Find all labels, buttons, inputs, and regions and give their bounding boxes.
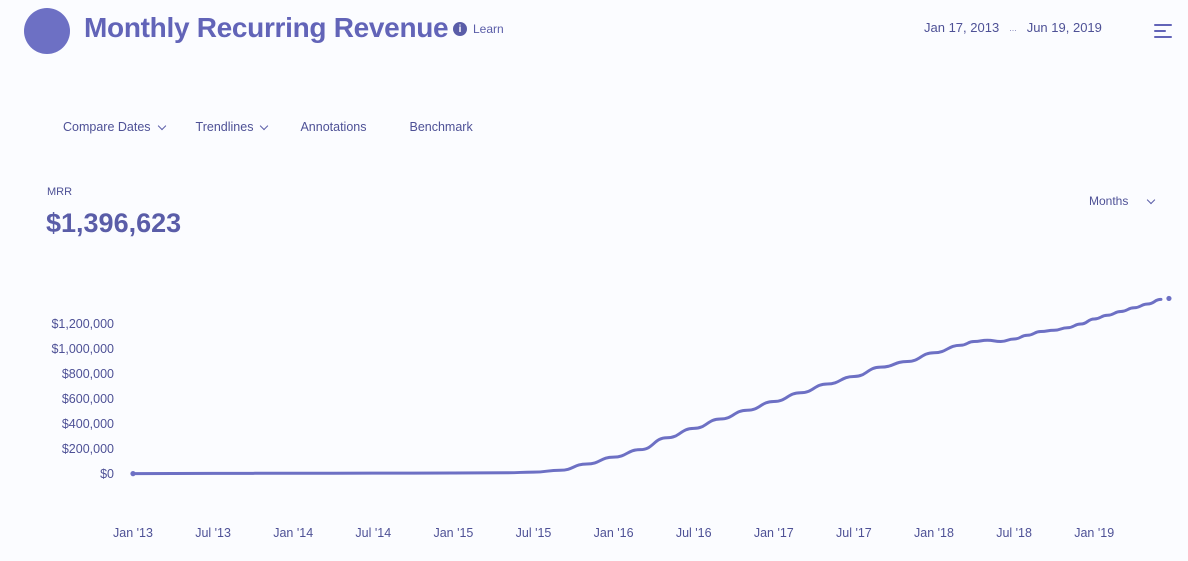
compare-dates-label: Compare Dates [63, 120, 151, 134]
info-icon: i [453, 22, 467, 36]
annotations-label: Annotations [300, 120, 367, 134]
x-tick-label: Jan '18 [914, 526, 954, 540]
period-select[interactable]: Months [1089, 194, 1156, 208]
x-tick-label: Jan '17 [754, 526, 794, 540]
period-selected: Months [1089, 194, 1129, 208]
series-start-point [130, 471, 136, 477]
x-tick-label: Jul '15 [516, 526, 552, 540]
x-axis: Jan '13 Jul '13 Jan '14 Jul '14 Jan '15 Jul '… [113, 526, 1114, 540]
trendlines-label: Trendlines [195, 120, 254, 134]
x-tick-label: Jan '13 [113, 526, 153, 540]
metric-label: MRR [47, 186, 73, 198]
y-tick-label: $400,000 [62, 417, 114, 431]
series-end-point [1166, 295, 1172, 302]
x-tick-label: Jan '15 [433, 526, 473, 540]
x-tick-label: Jan '16 [594, 526, 634, 540]
y-tick-label: $600,000 [62, 392, 114, 406]
hamburger-menu-icon[interactable] [1154, 24, 1172, 38]
date-start[interactable]: Jan 17, 2013 [924, 20, 1000, 35]
x-tick-label: Jul '13 [195, 526, 231, 540]
date-range-picker[interactable]: Jan 17, 2013 ... Jun 19, 2019 [924, 20, 1102, 35]
benchmark-label: Benchmark [409, 120, 473, 134]
x-tick-label: Jan '14 [273, 526, 313, 540]
trendlines-dropdown[interactable]: Trendlines [195, 120, 269, 134]
compare-dates-dropdown[interactable]: Compare Dates [63, 120, 166, 134]
metric-value: $1,396,623 [46, 208, 182, 238]
y-tick-label: $1,200,000 [51, 317, 114, 331]
x-tick-label: Jul '17 [836, 526, 872, 540]
y-tick-label: $1,000,000 [51, 342, 114, 356]
series-layer [130, 295, 1172, 477]
y-axis: $0 $200,000 $400,000 $600,000 $800,000 $1,000… [51, 317, 114, 481]
date-separator: ... [1009, 22, 1017, 33]
page-title: Monthly Recurring Revenue [84, 12, 449, 43]
y-tick-label: $800,000 [62, 367, 114, 381]
learn-label: Learn [473, 22, 504, 36]
x-tick-label: Jul '18 [996, 526, 1032, 540]
annotations-button[interactable]: Annotations [300, 120, 366, 134]
learn-link[interactable]: i Learn [453, 22, 504, 36]
benchmark-button[interactable]: Benchmark [409, 120, 472, 134]
mrr-series-line [131, 297, 1163, 476]
date-end[interactable]: Jun 19, 2019 [1026, 20, 1102, 35]
chart-toolbar: Compare Dates Trendlines Annotations Ben… [63, 120, 473, 134]
y-tick-label: $0 [100, 467, 114, 481]
x-tick-label: Jul '16 [676, 526, 712, 540]
x-tick-label: Jul '14 [355, 526, 391, 540]
app-logo [24, 8, 70, 54]
y-tick-label: $200,000 [62, 442, 114, 456]
x-tick-label: Jan '19 [1074, 526, 1114, 540]
